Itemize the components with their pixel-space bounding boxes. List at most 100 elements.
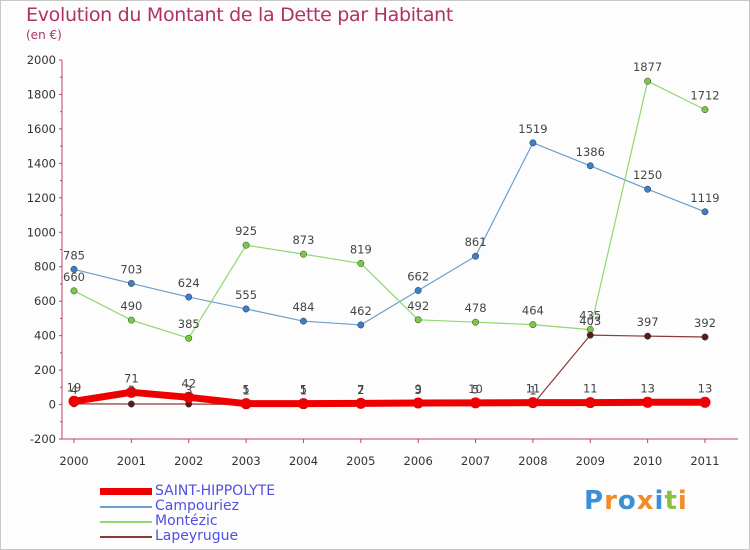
data-label: 3: [128, 383, 135, 397]
data-label: 5: [300, 383, 307, 397]
data-point: [127, 316, 135, 324]
data-label: 703: [120, 262, 142, 276]
data-label: 13: [640, 381, 655, 395]
legend-swatch-lapeyrugue: [100, 536, 152, 538]
data-point: [584, 397, 596, 409]
x-tick-label: 2002: [174, 454, 203, 468]
data-label: 861: [465, 235, 487, 249]
chart-subtitle: (en €): [26, 28, 62, 42]
x-tick-label: 2000: [59, 454, 88, 468]
x-tick-label: 2006: [404, 454, 433, 468]
data-label: 1519: [518, 122, 547, 136]
data-label: 1: [529, 383, 536, 397]
y-tick-label: 1800: [27, 87, 56, 101]
legend-label-lapeyrugue: Lapeyrugue: [155, 528, 239, 544]
data-label: 397: [637, 315, 659, 329]
legend-label-montezic: Montézic: [155, 513, 218, 529]
data-point: [644, 77, 652, 85]
y-tick-label: 2000: [27, 53, 56, 67]
x-tick-label: 2001: [117, 454, 146, 468]
data-point: [642, 396, 654, 408]
series-line-saint-hippolyte: [70, 388, 709, 408]
data-point: [472, 318, 479, 326]
logo-letter: i: [654, 486, 665, 516]
data-label: 819: [350, 242, 372, 256]
data-point: [529, 321, 537, 329]
data-label: 624: [178, 276, 200, 290]
data-point: [185, 293, 193, 301]
data-point: [701, 208, 709, 216]
data-label: 925: [235, 224, 257, 238]
data-label: 392: [694, 316, 716, 330]
data-label: 660: [63, 270, 85, 284]
data-label: 1119: [690, 191, 719, 205]
y-tick-label: 200: [34, 363, 56, 377]
data-label: 71: [124, 371, 139, 385]
x-tick-label: 2007: [461, 454, 490, 468]
data-label: 435: [579, 309, 601, 323]
logo-letter: i: [677, 486, 688, 516]
y-tick-label: 0: [49, 398, 56, 412]
x-tick-label: 2008: [518, 454, 547, 468]
data-label: 5: [242, 383, 249, 397]
data-label: 462: [350, 304, 372, 318]
y-tick-label: -200: [30, 432, 56, 446]
data-point: [414, 287, 422, 294]
data-point: [472, 252, 479, 260]
data-label: 13: [698, 381, 713, 395]
x-tick-label: 2004: [289, 454, 318, 468]
data-point: [586, 331, 594, 339]
data-point: [527, 397, 539, 409]
data-point: [70, 265, 78, 273]
data-point: [70, 287, 78, 295]
logo-letter: x: [636, 486, 655, 516]
data-label: 555: [235, 288, 257, 302]
data-point: [183, 391, 195, 403]
logo-letter: o: [617, 486, 637, 516]
data-label: 1250: [633, 168, 662, 182]
data-label: 5: [472, 383, 479, 397]
data-label: 10: [468, 382, 483, 396]
data-label: 1712: [690, 89, 719, 103]
y-tick-label: 1200: [27, 191, 56, 205]
data-label: 3: [415, 383, 422, 397]
data-label: 873: [292, 233, 314, 247]
legend-swatch-campouriez: [100, 506, 152, 508]
data-label: 7: [357, 382, 364, 396]
data-label: 4: [70, 383, 77, 397]
legend-label-campouriez: Campouriez: [155, 498, 239, 514]
data-point: [68, 395, 80, 407]
y-tick-label: 1600: [27, 122, 56, 136]
data-label: 464: [522, 304, 544, 318]
data-label: 662: [407, 270, 429, 284]
data-point: [357, 260, 365, 267]
data-point: [297, 398, 309, 410]
data-point: [529, 139, 537, 147]
series-line-mont-zic: [73, 80, 706, 339]
data-label: 9: [415, 382, 422, 396]
data-point: [414, 316, 422, 324]
data-label: 385: [178, 317, 200, 331]
x-tick-label: 2011: [690, 454, 719, 468]
data-point: [185, 334, 193, 342]
data-label: 42: [181, 376, 196, 390]
y-tick-label: 1400: [27, 156, 56, 170]
data-point: [357, 321, 365, 329]
y-tick-label: 800: [34, 260, 56, 274]
data-point: [300, 250, 307, 258]
data-label: 490: [120, 299, 142, 313]
data-point: [242, 305, 250, 313]
series-line-campouriez: [73, 142, 706, 326]
x-tick-label: 2005: [346, 454, 375, 468]
data-point: [586, 162, 594, 170]
data-point: [412, 397, 424, 409]
x-tick-label: 2003: [231, 454, 260, 468]
chart-title: Evolution du Montant de la Dette par Hab…: [26, 4, 454, 26]
data-label: 1: [300, 383, 307, 397]
legend-swatch-montezic: [100, 521, 152, 523]
data-point: [355, 397, 367, 409]
x-tick-label: 2010: [633, 454, 662, 468]
data-label: 19: [67, 380, 82, 394]
